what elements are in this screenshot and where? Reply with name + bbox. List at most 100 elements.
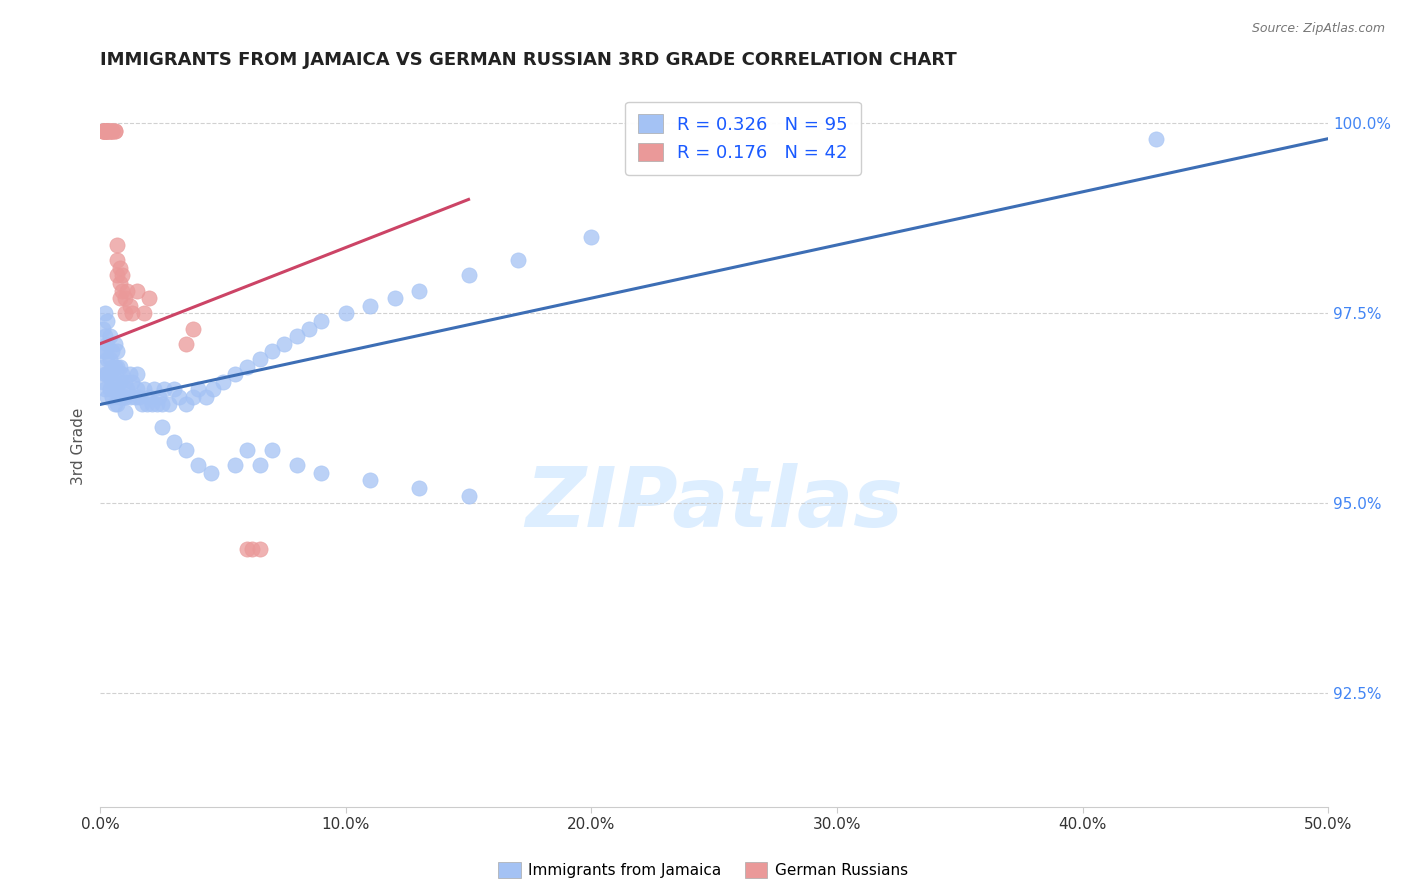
Point [96,351,118,366]
Point [111,284,134,298]
Point [98,367,121,381]
Point [96,367,118,381]
Point [105,253,128,268]
Point [104,124,127,138]
Legend: R = 0.326   N = 95, R = 0.176   N = 42: R = 0.326 N = 95, R = 0.176 N = 42 [624,102,860,175]
Point [104,336,127,351]
Point [273,336,295,351]
Point [98,124,121,138]
Point [145,397,167,411]
Point [101,359,124,374]
Point [163,382,186,396]
Point [91,359,114,374]
Text: ZIPatlas: ZIPatlas [526,464,903,544]
Point [187,458,209,473]
Point [105,359,128,374]
Point [96,124,118,138]
Point [108,390,131,404]
Point [224,367,246,381]
Point [212,375,235,389]
Point [96,124,118,138]
Point [98,124,121,138]
Point [125,367,148,381]
Point [260,443,283,458]
Point [298,321,321,335]
Point [114,306,136,320]
Point [111,390,134,404]
Point [96,124,118,138]
Point [148,390,170,404]
Point [124,390,146,404]
Point [125,284,148,298]
Point [118,299,141,313]
Point [91,344,114,359]
Point [408,284,430,298]
Point [242,541,264,556]
Y-axis label: 3rd Grade: 3rd Grade [72,408,86,485]
Point [101,124,124,138]
Legend: Immigrants from Jamaica, German Russians: Immigrants from Jamaica, German Russians [492,856,914,884]
Point [108,375,131,389]
Point [94,367,117,381]
Point [359,299,381,313]
Point [200,466,222,480]
Point [506,253,529,268]
Point [134,306,156,320]
Point [174,397,197,411]
Point [114,375,136,389]
Point [91,375,114,389]
Point [91,124,114,138]
Point [260,344,283,359]
Point [98,329,121,343]
Point [143,382,166,396]
Point [94,124,117,138]
Point [91,124,114,138]
Point [163,435,186,450]
Point [1144,131,1167,145]
Point [384,291,406,305]
Point [96,124,118,138]
Point [121,375,143,389]
Point [115,284,138,298]
Point [125,382,148,396]
Point [153,382,176,396]
Point [121,306,143,320]
Point [236,359,259,374]
Point [131,397,153,411]
Point [101,124,124,138]
Point [94,344,117,359]
Point [108,260,131,275]
Point [91,124,114,138]
Point [134,382,156,396]
Point [194,390,217,404]
Point [91,321,114,335]
Point [98,382,121,396]
Point [183,321,205,335]
Point [111,367,134,381]
Point [105,268,128,283]
Point [249,458,271,473]
Point [104,397,127,411]
Point [111,268,134,283]
Point [98,124,121,138]
Point [236,541,259,556]
Point [108,359,131,374]
Point [96,314,118,328]
Point [101,390,124,404]
Point [98,351,121,366]
Point [101,124,124,138]
Point [187,382,209,396]
Point [335,306,357,320]
Point [104,359,127,374]
Point [174,336,197,351]
Point [141,397,163,411]
Point [138,390,160,404]
Point [105,382,128,396]
Point [96,124,118,138]
Point [359,474,381,488]
Point [408,481,430,495]
Point [118,390,141,404]
Point [114,390,136,404]
Point [285,458,308,473]
Point [150,397,173,411]
